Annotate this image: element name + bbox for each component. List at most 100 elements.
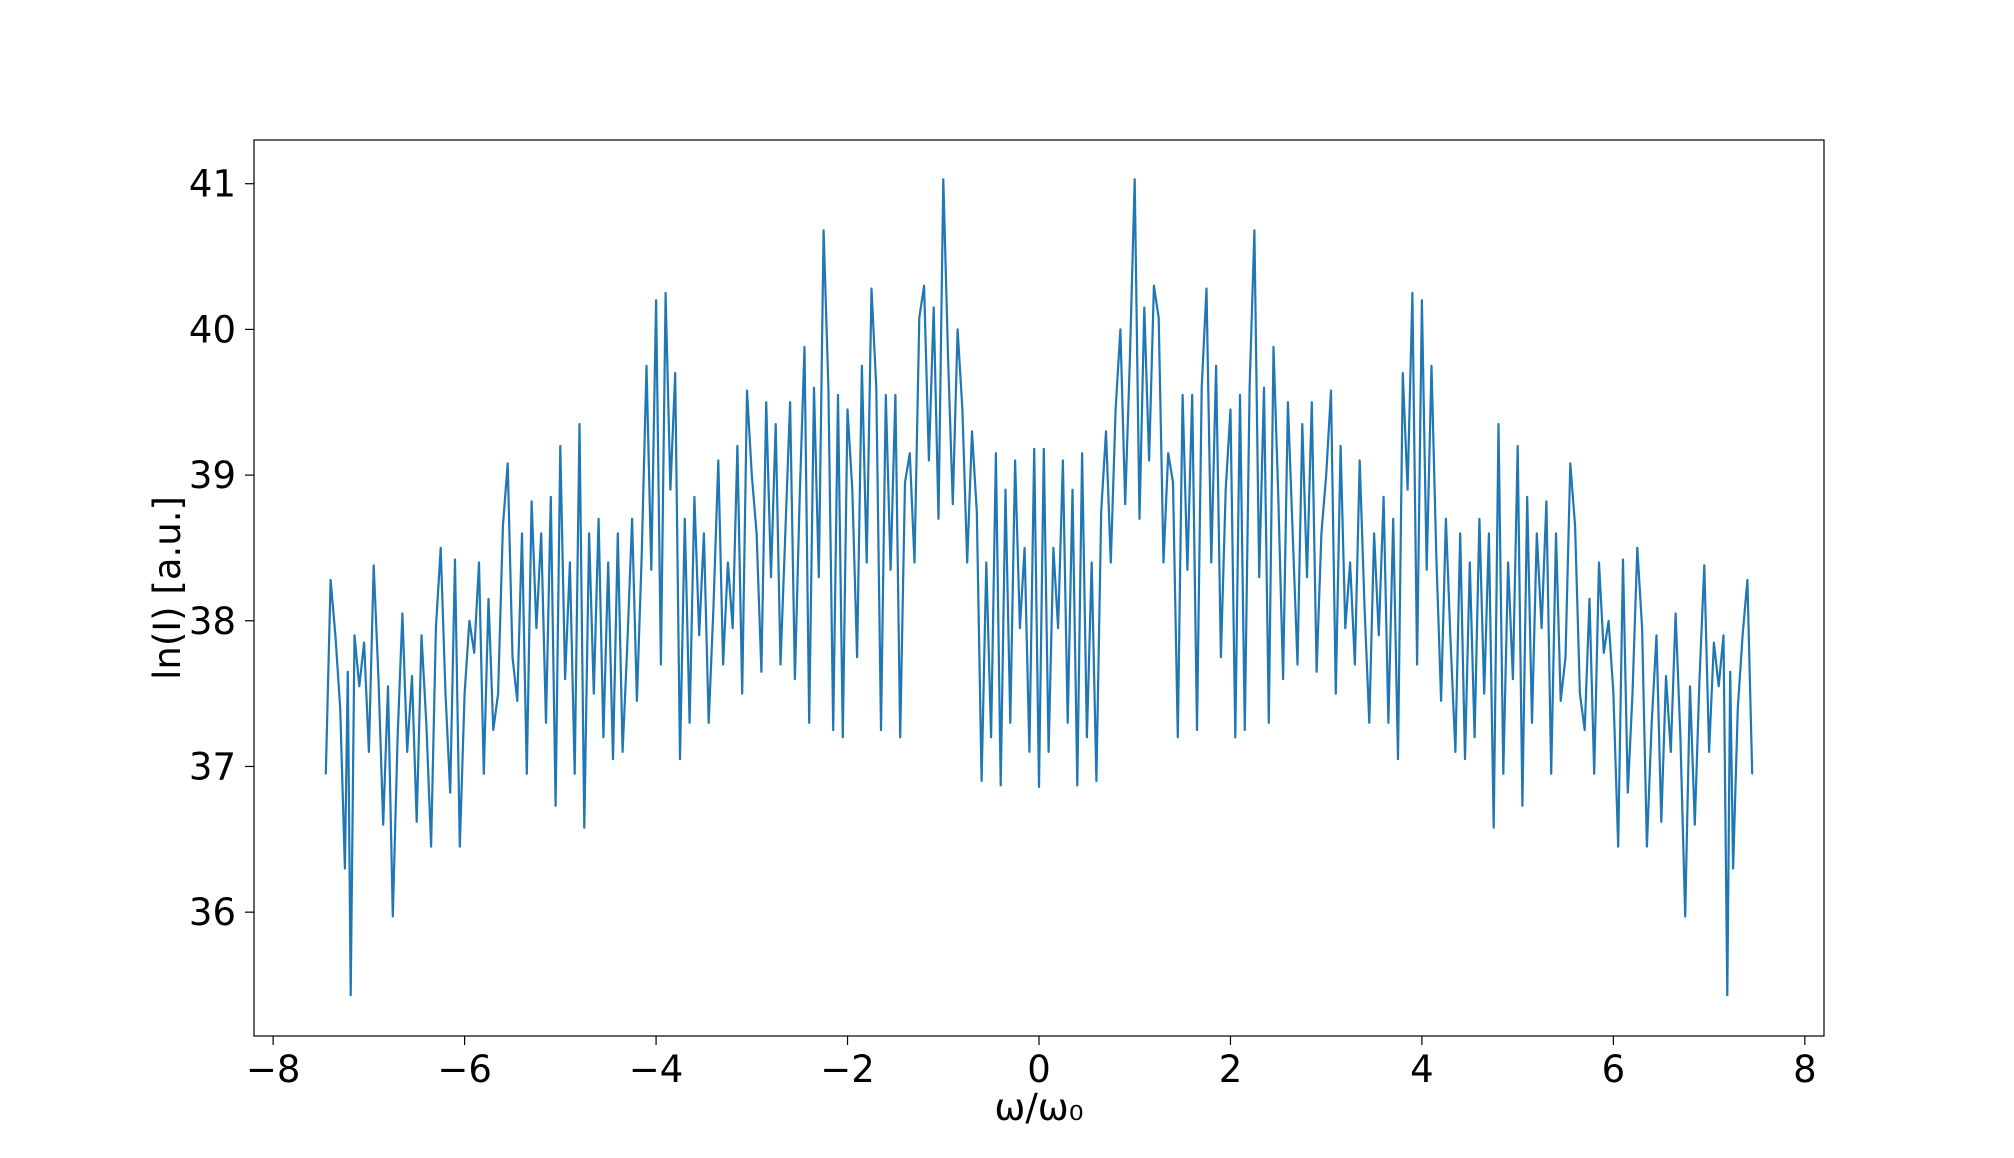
data-point <box>909 452 911 455</box>
data-point <box>1114 408 1117 411</box>
x-tick-label: 6 <box>1602 1048 1626 1091</box>
data-point <box>885 394 887 396</box>
data-point <box>971 430 973 433</box>
data-point <box>1086 736 1088 739</box>
data-point <box>550 496 552 498</box>
data-point <box>478 561 480 564</box>
data-point <box>1043 448 1045 450</box>
data-point <box>1665 675 1667 677</box>
data-point <box>387 685 389 688</box>
data-point <box>803 346 806 348</box>
data-point <box>1215 365 1217 367</box>
data-point <box>545 722 547 724</box>
data-point <box>1019 627 1021 629</box>
data-point <box>1023 547 1026 549</box>
data-point <box>468 620 471 622</box>
data-point <box>1550 773 1552 775</box>
data-point <box>1674 612 1677 615</box>
data-points <box>325 178 1753 996</box>
data-point <box>794 678 796 680</box>
data-point <box>339 707 342 709</box>
data-point <box>1464 758 1466 760</box>
data-point <box>1129 357 1131 360</box>
y-axis-ticks: 36 37 38 39 40 41 <box>189 163 254 934</box>
data-point <box>684 518 686 520</box>
data-point <box>358 685 361 688</box>
data-point <box>1110 561 1112 564</box>
data-point <box>435 627 437 629</box>
data-point <box>712 605 715 607</box>
data-point <box>966 561 968 564</box>
data-point <box>1406 488 1409 491</box>
data-point <box>1708 751 1710 753</box>
data-point <box>636 700 638 702</box>
data-point <box>439 547 442 549</box>
data-point <box>1224 488 1227 491</box>
data-point <box>1392 518 1394 520</box>
data-point <box>1119 328 1122 331</box>
data-point <box>688 722 691 724</box>
data-point <box>626 641 629 644</box>
data-point <box>406 751 409 753</box>
data-point <box>865 561 868 564</box>
data-point <box>1689 685 1691 688</box>
data-point <box>1167 452 1169 455</box>
data-point <box>1507 561 1509 564</box>
data-point <box>1516 445 1519 447</box>
data-point <box>1100 510 1102 513</box>
data-point <box>1244 729 1246 731</box>
data-point <box>325 773 327 775</box>
data-point <box>1143 306 1146 309</box>
data-point <box>956 328 959 331</box>
data-point <box>1277 496 1280 498</box>
data-point <box>1205 287 1208 290</box>
data-point <box>578 423 581 425</box>
y-tick-label: 36 <box>189 891 236 934</box>
data-point <box>535 627 538 629</box>
x-tick-label: 8 <box>1793 1048 1817 1091</box>
data-point <box>880 729 882 731</box>
data-point <box>1588 598 1591 600</box>
data-point <box>1593 773 1595 775</box>
data-point <box>1033 448 1035 450</box>
data-point <box>664 292 667 294</box>
data-point <box>1751 773 1753 775</box>
data-point <box>1138 518 1141 520</box>
data-point <box>1729 671 1731 673</box>
data-point <box>875 386 878 389</box>
data-point <box>1248 386 1251 389</box>
data-point <box>1512 678 1514 680</box>
data-point <box>1330 389 1332 392</box>
data-point <box>1387 722 1390 724</box>
x-tick-label: −6 <box>437 1048 492 1091</box>
data-point <box>1071 488 1074 491</box>
data-point <box>1282 678 1284 680</box>
data-point <box>856 656 858 658</box>
data-point <box>1579 692 1581 695</box>
x-tick-label: 2 <box>1219 1048 1243 1091</box>
data-point <box>1497 423 1500 425</box>
data-point <box>1607 620 1610 622</box>
data-point <box>1296 663 1299 666</box>
data-point <box>347 671 349 673</box>
data-point <box>1177 736 1179 739</box>
data-point <box>511 656 514 658</box>
data-point <box>588 532 590 535</box>
data-point <box>703 532 705 535</box>
data-point <box>631 518 633 520</box>
data-point <box>382 823 385 826</box>
x-axis-label: ω/ω₀ <box>994 1086 1083 1129</box>
data-point <box>894 394 897 396</box>
data-point <box>1650 722 1653 724</box>
data-point <box>415 821 418 823</box>
series-line <box>324 178 1754 997</box>
data-point <box>818 576 820 578</box>
data-point <box>1057 627 1059 629</box>
data-point <box>923 284 925 287</box>
data-point <box>1564 656 1567 658</box>
data-point <box>617 532 619 535</box>
data-point <box>1148 459 1150 462</box>
data-point <box>1378 634 1380 637</box>
data-point <box>396 736 399 739</box>
data-point <box>597 518 600 520</box>
